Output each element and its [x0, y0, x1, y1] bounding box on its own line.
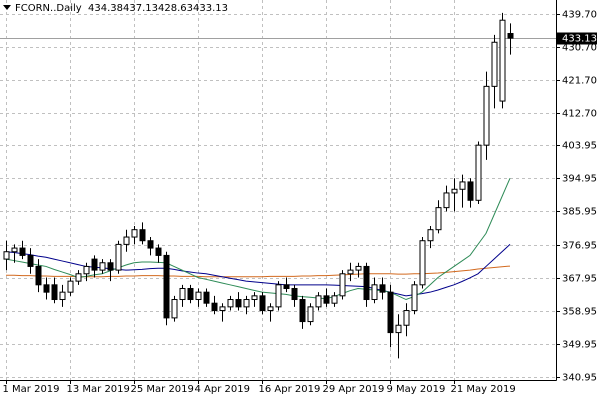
candle-body [275, 284, 282, 308]
candle-body [427, 229, 434, 242]
candle-body [499, 19, 506, 102]
moving-average [5, 178, 511, 301]
candle-body [187, 287, 194, 301]
chart-title: FCORN..Daily [15, 3, 82, 14]
candle-body [371, 284, 378, 301]
y-tick-label: 367.95 [562, 274, 597, 285]
candle-body [291, 287, 298, 301]
moving-average [6, 265, 511, 278]
x-tick-label: 21 May 2019 [451, 384, 516, 395]
y-tick-label: 385.95 [562, 207, 597, 218]
header-low: 428.63 [158, 3, 193, 14]
candle-body [451, 188, 458, 194]
candle-body [403, 310, 410, 326]
candle-body [411, 284, 418, 312]
candle-body [267, 306, 274, 312]
y-tick-label: 340.95 [562, 373, 597, 384]
candle-body [435, 207, 442, 231]
x-tick-label: 1 Mar 2019 [3, 384, 60, 395]
candle-body [147, 240, 154, 249]
candle-body [11, 247, 18, 253]
y-tick-label: 403.95 [562, 141, 597, 152]
candle-body [347, 269, 354, 275]
candle-body [139, 229, 146, 242]
candle-body [307, 306, 314, 323]
candle-body [363, 265, 370, 301]
candle-body [355, 265, 362, 271]
candle-body [59, 291, 66, 301]
candle-body [107, 262, 114, 271]
candle-body [227, 299, 234, 308]
grid [0, 0, 556, 380]
candle-body [83, 265, 90, 275]
x-tick-label: 29 Apr 2019 [323, 384, 385, 395]
candle-body [379, 284, 386, 293]
candle-body [99, 262, 106, 271]
candle-body [91, 258, 98, 271]
y-tick-label: 430.70 [562, 43, 597, 54]
y-tick-label: 376.95 [562, 241, 597, 252]
candle-body [219, 306, 226, 312]
candle-body [467, 181, 474, 201]
x-tick-label: 4 Apr 2019 [195, 384, 250, 395]
candle-body [323, 295, 330, 304]
x-tick-label: 16 Apr 2019 [259, 384, 321, 395]
candle-body [171, 299, 178, 319]
candle-body [131, 229, 138, 238]
candle-body [283, 284, 290, 289]
candle-body [75, 273, 82, 282]
candle-body [235, 299, 242, 308]
candle-body [67, 280, 74, 293]
plot [3, 12, 514, 359]
candle-body [51, 284, 58, 301]
candle-body [339, 273, 346, 297]
x-tick-label: 25 Mar 2019 [131, 384, 194, 395]
candle-body [19, 247, 26, 256]
candle-body [35, 265, 42, 286]
candle-body [195, 291, 202, 301]
header-open: 434.38 [88, 3, 123, 14]
x-tick-label: 9 May 2019 [387, 384, 446, 395]
candle-body [203, 291, 210, 304]
candle-body [443, 192, 450, 209]
candle-body [251, 295, 258, 301]
candle-body [43, 284, 50, 293]
candle-body [315, 295, 322, 308]
candle-body [163, 254, 170, 319]
candle-body [3, 251, 10, 260]
candle-body [115, 243, 122, 271]
candle-body [123, 236, 130, 245]
y-tick-label: 412.70 [562, 109, 597, 120]
y-tick-label: 394.95 [562, 174, 597, 185]
y-tick-label: 439.70 [562, 10, 597, 21]
candle-body [507, 33, 514, 39]
candle-body [475, 144, 482, 201]
moving-average [5, 244, 511, 297]
candle-body [259, 295, 266, 312]
candle-body [483, 85, 490, 146]
candle-body [179, 287, 186, 301]
price-label-box [557, 32, 597, 45]
menu-arrow[interactable] [3, 5, 11, 10]
price-label: 433.13 [562, 34, 597, 45]
candle-body [299, 299, 306, 323]
y-tick-label: 421.70 [562, 76, 597, 87]
candle-body [419, 240, 426, 286]
candle-body [211, 302, 218, 312]
y-tick-label: 358.95 [562, 307, 597, 318]
x-tick-label: 13 Mar 2019 [67, 384, 130, 395]
candle-body [459, 181, 466, 190]
y-tick-label: 349.95 [562, 340, 597, 351]
candle-body [491, 41, 498, 87]
candle-body [331, 295, 338, 304]
header-close: 433.13 [193, 3, 228, 14]
candle-body [395, 324, 402, 334]
header-high: 437.13 [123, 3, 158, 14]
candle-body [243, 299, 250, 308]
candle-body [387, 291, 394, 334]
candle-body [155, 247, 162, 256]
candle-body [27, 254, 34, 267]
